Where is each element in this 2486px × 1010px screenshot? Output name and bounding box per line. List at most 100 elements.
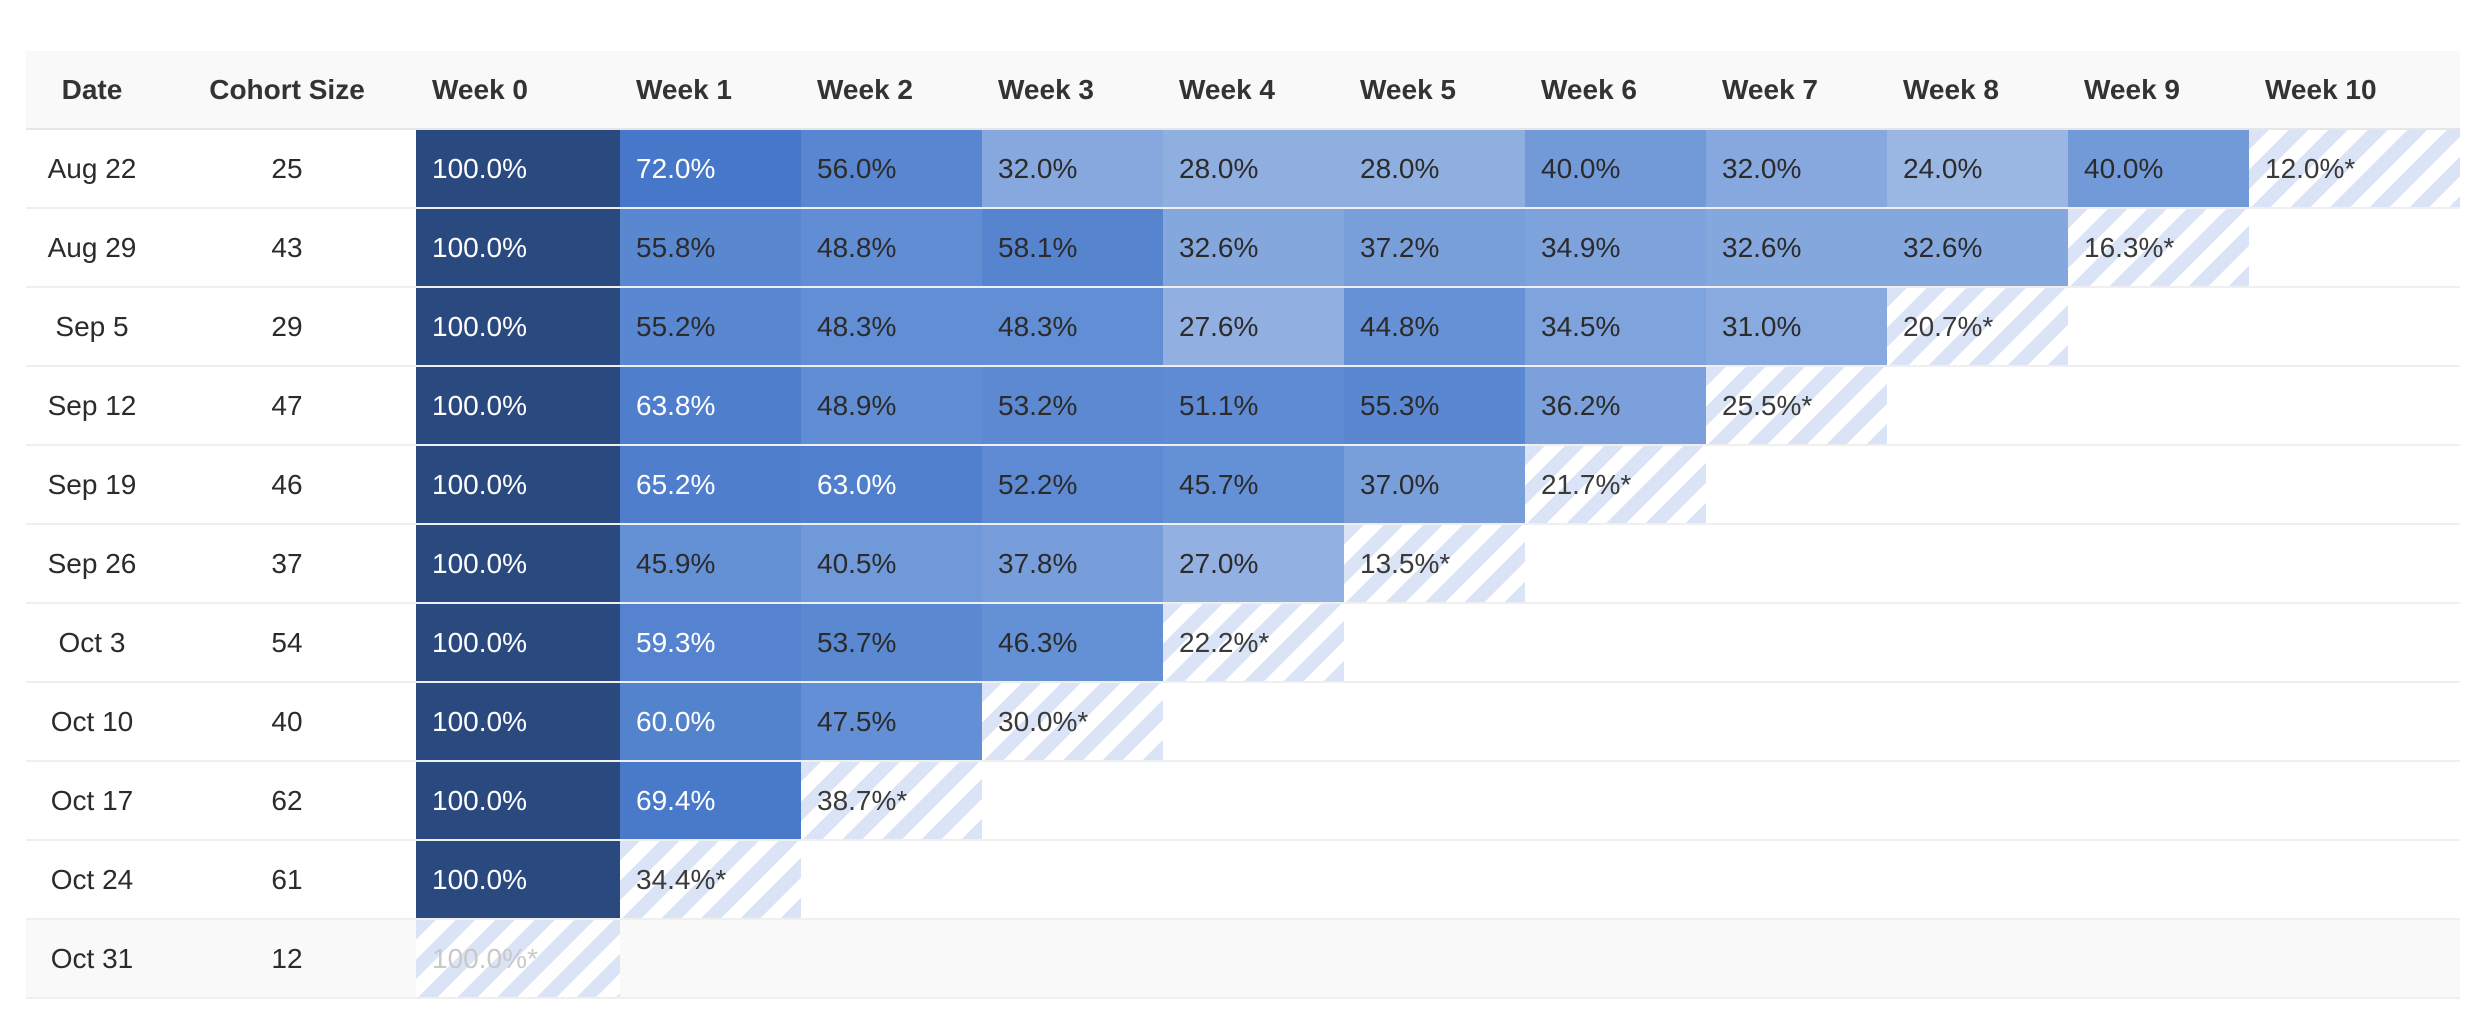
retention-cell[interactable]: 40.5% bbox=[801, 524, 982, 604]
column-header-week-0[interactable]: Week 0 bbox=[416, 51, 620, 130]
empty-cell bbox=[2249, 603, 2460, 683]
empty-cell bbox=[1163, 840, 1344, 920]
empty-cell bbox=[1887, 524, 2068, 604]
empty-cell bbox=[2249, 445, 2460, 525]
retention-cell[interactable]: 45.7% bbox=[1163, 445, 1344, 525]
cohort-retention-table: Date Cohort Size Week 0 Week 1 Week 2 We… bbox=[26, 51, 2460, 999]
empty-cell bbox=[1344, 840, 1525, 920]
empty-cell bbox=[1706, 761, 1887, 841]
retention-cell[interactable]: 100.0% bbox=[416, 366, 620, 446]
empty-cell bbox=[801, 840, 982, 920]
retention-cell[interactable]: 12.0%* bbox=[2249, 129, 2460, 209]
retention-cell[interactable]: 37.0% bbox=[1344, 445, 1525, 525]
retention-cell[interactable]: 36.2% bbox=[1525, 366, 1706, 446]
retention-cell[interactable]: 100.0% bbox=[416, 129, 620, 209]
retention-cell[interactable]: 34.5% bbox=[1525, 287, 1706, 367]
retention-cell[interactable]: 100.0% bbox=[416, 761, 620, 841]
retention-cell[interactable]: 48.3% bbox=[982, 287, 1163, 367]
retention-cell[interactable]: 30.0%* bbox=[982, 682, 1163, 762]
column-header-week-9[interactable]: Week 9 bbox=[2068, 51, 2249, 130]
retention-cell[interactable]: 69.4% bbox=[620, 761, 801, 841]
retention-cell[interactable]: 100.0% bbox=[416, 603, 620, 683]
retention-cell[interactable]: 34.4%* bbox=[620, 840, 801, 920]
retention-cell[interactable]: 63.0% bbox=[801, 445, 982, 525]
retention-cell[interactable]: 65.2% bbox=[620, 445, 801, 525]
retention-cell[interactable]: 32.6% bbox=[1706, 208, 1887, 288]
column-header-date[interactable]: Date bbox=[26, 51, 158, 130]
retention-cell[interactable]: 40.0% bbox=[1525, 129, 1706, 209]
retention-cell[interactable]: 47.5% bbox=[801, 682, 982, 762]
retention-cell[interactable]: 37.8% bbox=[982, 524, 1163, 604]
cohort-size: 29 bbox=[158, 287, 416, 367]
retention-cell[interactable]: 51.1% bbox=[1163, 366, 1344, 446]
retention-cell[interactable]: 32.0% bbox=[982, 129, 1163, 209]
column-header-cohort-size[interactable]: Cohort Size bbox=[158, 51, 416, 130]
retention-cell[interactable]: 100.0% bbox=[416, 524, 620, 604]
empty-cell bbox=[2068, 603, 2249, 683]
retention-cell[interactable]: 100.0% bbox=[416, 287, 620, 367]
retention-cell[interactable]: 32.6% bbox=[1887, 208, 2068, 288]
retention-cell[interactable]: 28.0% bbox=[1163, 129, 1344, 209]
empty-cell bbox=[2249, 208, 2460, 288]
retention-cell[interactable]: 56.0% bbox=[801, 129, 982, 209]
retention-cell[interactable]: 32.6% bbox=[1163, 208, 1344, 288]
column-header-week-6[interactable]: Week 6 bbox=[1525, 51, 1706, 130]
retention-cell[interactable]: 59.3% bbox=[620, 603, 801, 683]
retention-cell[interactable]: 28.0% bbox=[1344, 129, 1525, 209]
retention-cell[interactable]: 27.0% bbox=[1163, 524, 1344, 604]
retention-cell[interactable]: 58.1% bbox=[982, 208, 1163, 288]
retention-cell[interactable]: 38.7%* bbox=[801, 761, 982, 841]
header-row: Date Cohort Size Week 0 Week 1 Week 2 We… bbox=[26, 51, 2460, 130]
column-header-week-7[interactable]: Week 7 bbox=[1706, 51, 1887, 130]
retention-cell[interactable]: 100.0%* bbox=[416, 919, 620, 999]
retention-cell[interactable]: 55.8% bbox=[620, 208, 801, 288]
retention-cell[interactable]: 53.7% bbox=[801, 603, 982, 683]
retention-cell[interactable]: 60.0% bbox=[620, 682, 801, 762]
column-header-week-3[interactable]: Week 3 bbox=[982, 51, 1163, 130]
cohort-size: 12 bbox=[158, 919, 416, 999]
retention-cell[interactable]: 48.8% bbox=[801, 208, 982, 288]
retention-cell[interactable]: 48.9% bbox=[801, 366, 982, 446]
retention-cell[interactable]: 13.5%* bbox=[1344, 524, 1525, 604]
retention-cell[interactable]: 48.3% bbox=[801, 287, 982, 367]
retention-cell[interactable]: 44.8% bbox=[1344, 287, 1525, 367]
table-row: Oct 31 12 100.0%* bbox=[26, 919, 2460, 999]
empty-cell bbox=[1706, 840, 1887, 920]
retention-cell[interactable]: 31.0% bbox=[1706, 287, 1887, 367]
retention-cell[interactable]: 24.0% bbox=[1887, 129, 2068, 209]
retention-cell[interactable]: 20.7%* bbox=[1887, 287, 2068, 367]
retention-cell[interactable]: 37.2% bbox=[1344, 208, 1525, 288]
cohort-size: 43 bbox=[158, 208, 416, 288]
empty-cell bbox=[1887, 761, 2068, 841]
retention-cell[interactable]: 100.0% bbox=[416, 208, 620, 288]
column-header-week-5[interactable]: Week 5 bbox=[1344, 51, 1525, 130]
retention-cell[interactable]: 63.8% bbox=[620, 366, 801, 446]
retention-cell[interactable]: 40.0% bbox=[2068, 129, 2249, 209]
retention-cell[interactable]: 72.0% bbox=[620, 129, 801, 209]
empty-cell bbox=[2068, 445, 2249, 525]
retention-cell[interactable]: 46.3% bbox=[982, 603, 1163, 683]
retention-cell[interactable]: 100.0% bbox=[416, 840, 620, 920]
retention-cell[interactable]: 53.2% bbox=[982, 366, 1163, 446]
column-header-week-8[interactable]: Week 8 bbox=[1887, 51, 2068, 130]
retention-cell[interactable]: 25.5%* bbox=[1706, 366, 1887, 446]
retention-cell[interactable]: 100.0% bbox=[416, 682, 620, 762]
retention-cell[interactable]: 34.9% bbox=[1525, 208, 1706, 288]
column-header-week-2[interactable]: Week 2 bbox=[801, 51, 982, 130]
retention-cell[interactable]: 22.2%* bbox=[1163, 603, 1344, 683]
retention-cell[interactable]: 55.3% bbox=[1344, 366, 1525, 446]
retention-cell[interactable]: 16.3%* bbox=[2068, 208, 2249, 288]
retention-cell[interactable]: 27.6% bbox=[1163, 287, 1344, 367]
cohort-date: Sep 12 bbox=[26, 366, 158, 446]
column-header-week-10[interactable]: Week 10 bbox=[2249, 51, 2460, 130]
column-header-week-4[interactable]: Week 4 bbox=[1163, 51, 1344, 130]
cohort-size: 62 bbox=[158, 761, 416, 841]
empty-cell bbox=[2249, 761, 2460, 841]
column-header-week-1[interactable]: Week 1 bbox=[620, 51, 801, 130]
retention-cell[interactable]: 55.2% bbox=[620, 287, 801, 367]
retention-cell[interactable]: 45.9% bbox=[620, 524, 801, 604]
retention-cell[interactable]: 100.0% bbox=[416, 445, 620, 525]
retention-cell[interactable]: 32.0% bbox=[1706, 129, 1887, 209]
retention-cell[interactable]: 21.7%* bbox=[1525, 445, 1706, 525]
retention-cell[interactable]: 52.2% bbox=[982, 445, 1163, 525]
